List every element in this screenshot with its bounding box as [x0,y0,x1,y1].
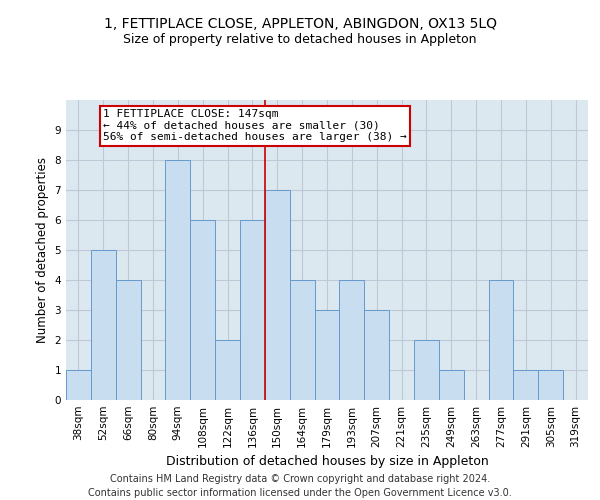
Bar [265,190,290,400]
Bar [414,340,439,400]
Bar [488,280,514,400]
Bar [538,370,563,400]
Text: Size of property relative to detached houses in Appleton: Size of property relative to detached ho… [123,32,477,46]
Bar [240,220,265,400]
Bar [190,220,215,400]
Text: 1, FETTIPLACE CLOSE, APPLETON, ABINGDON, OX13 5LQ: 1, FETTIPLACE CLOSE, APPLETON, ABINGDON,… [104,18,497,32]
Bar [116,280,140,400]
Bar [314,310,340,400]
Bar [364,310,389,400]
Bar [340,280,364,400]
Bar [514,370,538,400]
Bar [215,340,240,400]
Bar [91,250,116,400]
Text: 1 FETTIPLACE CLOSE: 147sqm
← 44% of detached houses are smaller (30)
56% of semi: 1 FETTIPLACE CLOSE: 147sqm ← 44% of deta… [103,109,407,142]
Text: Contains HM Land Registry data © Crown copyright and database right 2024.
Contai: Contains HM Land Registry data © Crown c… [88,474,512,498]
Bar [439,370,464,400]
Bar [66,370,91,400]
Y-axis label: Number of detached properties: Number of detached properties [36,157,49,343]
Bar [290,280,314,400]
Bar [166,160,190,400]
X-axis label: Distribution of detached houses by size in Appleton: Distribution of detached houses by size … [166,456,488,468]
